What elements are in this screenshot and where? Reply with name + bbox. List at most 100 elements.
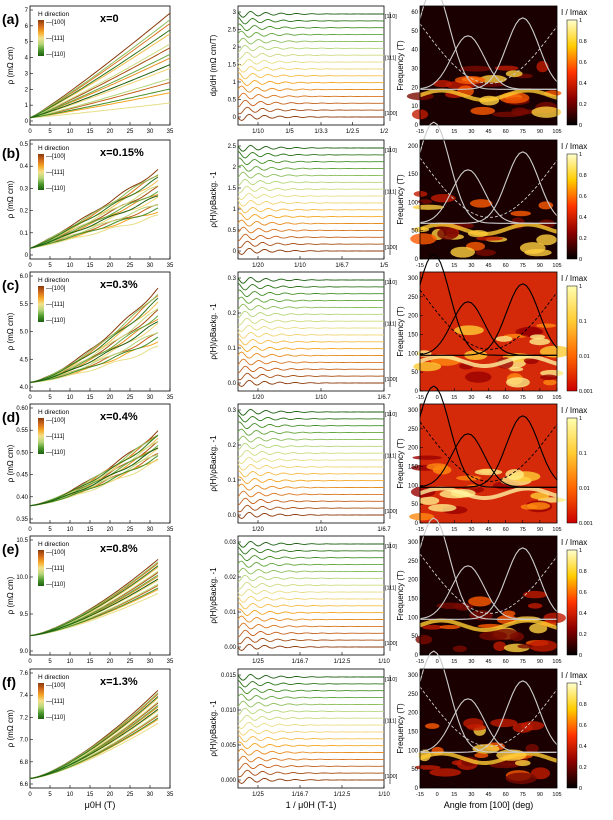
- y-tick-label: 0.2: [228, 311, 237, 317]
- oscillation-curve: [237, 428, 384, 436]
- resistivity-curve: [29, 169, 159, 249]
- oscillation-curve: [237, 106, 384, 115]
- y-tick-label: 0.3: [228, 276, 237, 282]
- oscillation-curve: [237, 553, 385, 562]
- y-tick-label: 0.3: [228, 408, 237, 414]
- y-tick-label: 6: [25, 24, 29, 30]
- x-tick-label: 25: [127, 527, 134, 533]
- heatmap-blob: [463, 718, 484, 729]
- colorbar-tick-label: 1: [579, 284, 582, 290]
- x-tick-label: 1/16.7: [292, 659, 309, 665]
- resistivity-curve: [29, 447, 159, 507]
- heatmap: [414, 650, 558, 788]
- theory-curve: [420, 283, 558, 356]
- colorbar-tick-label: 0.2: [579, 765, 587, 771]
- legend: H direction —[100] —[111] —[110]: [38, 11, 69, 58]
- x-tick-label: 30: [468, 395, 474, 401]
- x-tick-label: 45: [485, 263, 491, 269]
- x-tick-label: 90: [537, 395, 543, 401]
- col2-axes: [237, 535, 385, 656]
- col2-xlabel: 1 / μ0H (T-1): [286, 800, 337, 810]
- oscillation-curve: [237, 65, 385, 73]
- oscillation-curve: [237, 435, 385, 443]
- y-tick-label: 4.5: [20, 357, 29, 363]
- colorbar-tick-label: 0.4: [579, 81, 587, 87]
- oscillation-curve: [237, 574, 384, 583]
- resistivity-curve: [29, 29, 171, 119]
- x-tick-label: -15: [416, 527, 424, 533]
- y-tick-label: 0.00: [224, 645, 236, 651]
- heatmap-blob: [489, 762, 520, 769]
- x-tick-label: 0: [436, 527, 439, 533]
- y-tick-label: 300: [408, 276, 419, 282]
- y-tick-label: 150: [408, 172, 419, 178]
- heatmap-blob: [409, 512, 435, 521]
- colorbar-label: I / Imax: [561, 406, 587, 415]
- x-tick-label: 20: [107, 527, 114, 533]
- frequency-band: [419, 222, 558, 236]
- panel-row-2: (c)0 5 10 15 20 25 30 354.04.55.05.56.0ρ (mΩ cm…: [2, 253, 593, 401]
- legend: H direction —[100] —[111] —[110]: [38, 409, 69, 456]
- y-tick-label: 250: [408, 559, 419, 565]
- x-tick-label: 0: [436, 263, 439, 269]
- theory-curve: [419, 517, 557, 620]
- legend-colorbar: [38, 154, 44, 190]
- x-tick-label: 35: [167, 659, 174, 665]
- x-tick-label: 30: [147, 792, 154, 798]
- theory-curve: [420, 17, 558, 90]
- y-tick-label: 0: [233, 249, 237, 255]
- y-tick-label: 1: [233, 80, 237, 86]
- x-tick-label: 75: [520, 527, 526, 533]
- x-tick-label: 60: [503, 659, 509, 665]
- heatmap-blob: [519, 242, 546, 254]
- heatmap-blob: [530, 334, 546, 340]
- x-tick-label: 5: [48, 395, 52, 401]
- oscillation-curve: [237, 615, 384, 623]
- x-tick-label: 75: [520, 395, 526, 401]
- resistivity-curve: [29, 214, 159, 249]
- legend-entry: —[111]: [46, 699, 65, 705]
- colorbar-tick-label: 0.001: [579, 521, 593, 527]
- x-tick-label: 35: [167, 263, 174, 269]
- heatmap: [406, 0, 562, 125]
- heatmap-blob: [436, 602, 464, 609]
- x-tick-label: 10: [67, 129, 74, 135]
- legend-title: H direction: [38, 541, 69, 548]
- heatmap-blob: [502, 610, 516, 617]
- oscillation-curve: [237, 483, 384, 491]
- theory-curve: [420, 547, 558, 620]
- y-tick-label: 0.5: [228, 228, 237, 234]
- oscillation-curve: [237, 490, 384, 498]
- heatmap-blob: [527, 603, 543, 609]
- heatmap-blob: [517, 644, 534, 649]
- heatmap-blob: [505, 772, 537, 784]
- oscillation-curve: [237, 310, 384, 319]
- heatmap-blob: [475, 249, 496, 256]
- x-tick-label: 0: [28, 792, 32, 798]
- heatmap-blob: [519, 326, 542, 338]
- colorbar-tick-label: 0.6: [579, 194, 587, 200]
- x-tick-label: 1/10: [252, 129, 264, 135]
- x-tick-label: 1/12.5: [334, 659, 351, 665]
- bracket-label: [110]: [385, 148, 397, 154]
- heatmap-blob: [530, 492, 550, 500]
- panel-tag: (b): [2, 145, 20, 161]
- col1-axes: [29, 668, 171, 789]
- x-tick-label: 35: [167, 395, 174, 401]
- y-tick-label: 4: [25, 56, 29, 62]
- x-tick-label: 0: [436, 129, 439, 135]
- resistivity-curve: [29, 692, 159, 779]
- y-tick-label: 1: [25, 103, 29, 109]
- x-tick-label: 105: [552, 527, 561, 533]
- y-tick-label: 200: [408, 711, 419, 717]
- frequency-band: [419, 618, 558, 632]
- heatmap-blob: [529, 338, 551, 346]
- y-tick-label: 2.5: [228, 144, 237, 150]
- y-tick-label: 100: [408, 483, 419, 489]
- y-tick-label: 300: [408, 408, 419, 414]
- oscillation-curve: [237, 44, 384, 53]
- heatmap-blob: [495, 336, 513, 342]
- oscillation-curve: [237, 303, 385, 311]
- x-tick-label: 30: [468, 129, 474, 135]
